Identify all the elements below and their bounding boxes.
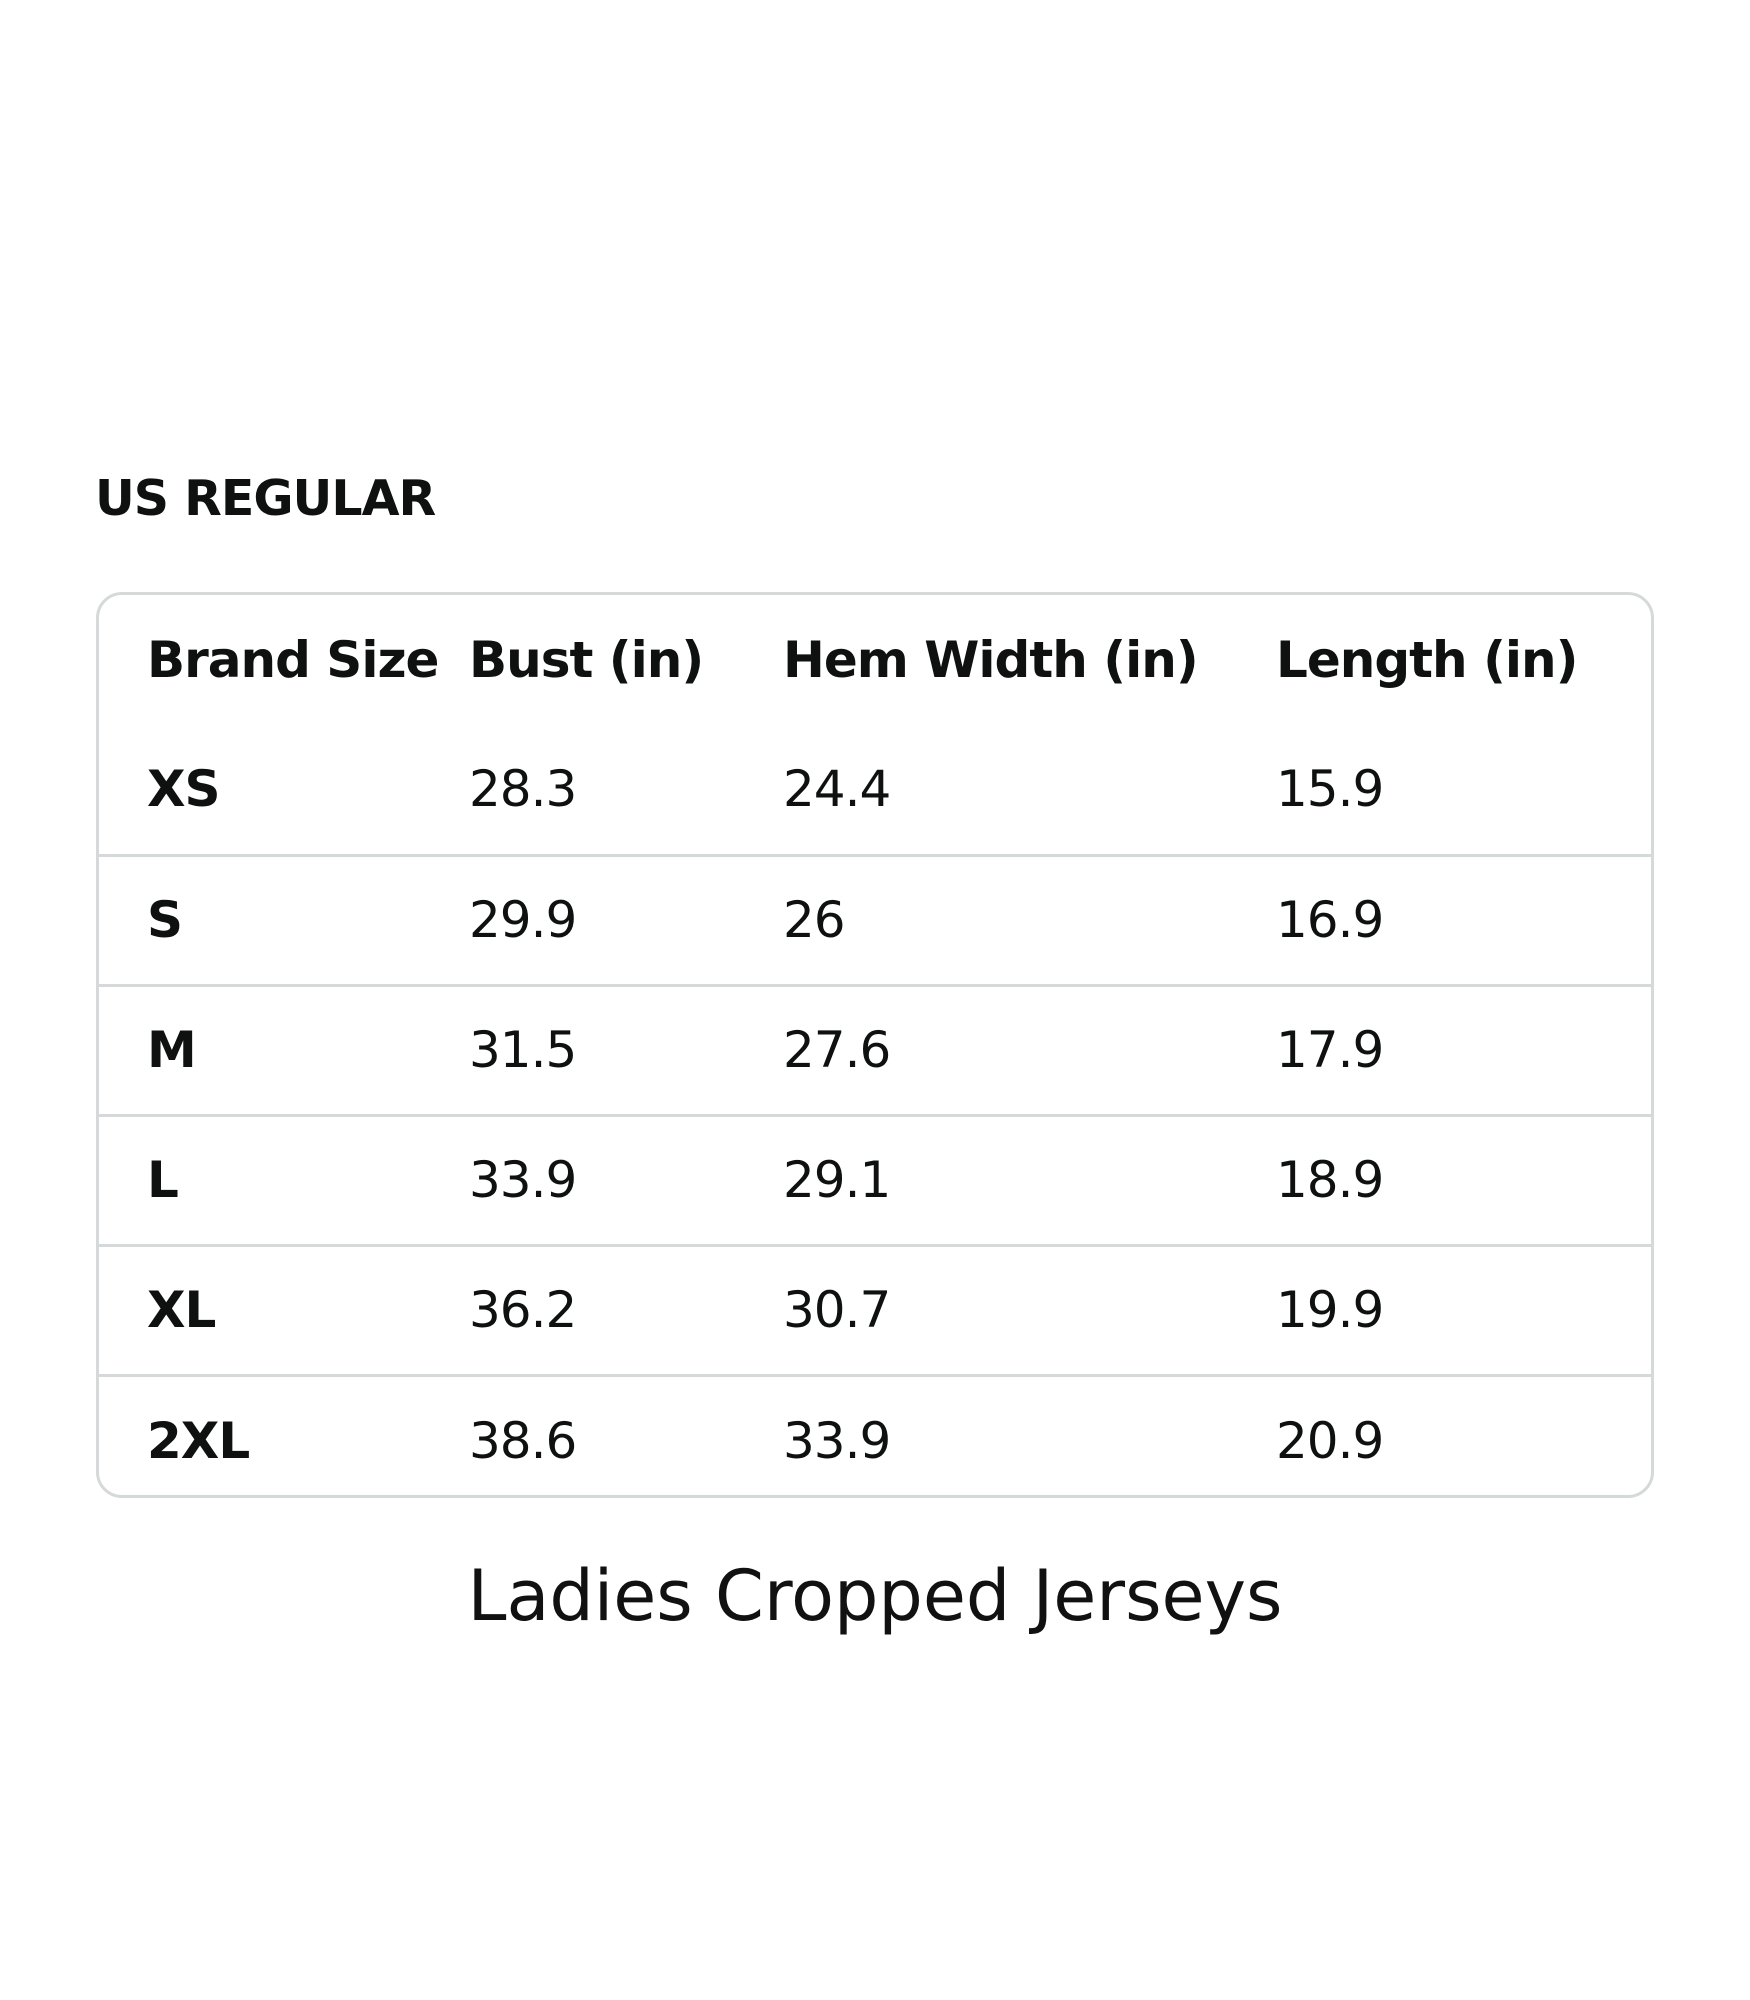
cell-hem-width: 33.9 <box>783 1373 1276 1495</box>
section-title: US REGULAR <box>95 470 436 527</box>
cell-length: 16.9 <box>1276 853 1651 985</box>
cell-bust: 28.3 <box>469 760 577 819</box>
cell-hem-width: 24.4 <box>783 760 891 819</box>
cell-hem-width: 26 <box>783 853 1276 985</box>
cell-bust: 29.9 <box>469 853 783 985</box>
table-row: 2XL 38.6 33.9 20.9 <box>99 1373 1651 1495</box>
cell-brand-size: 2XL <box>99 1373 469 1495</box>
column-header-hem-width: Hem Width (in) <box>783 631 1199 689</box>
cell-hem-width: 30.7 <box>783 1243 1276 1375</box>
table-row: M 31.5 27.6 17.9 <box>99 983 1651 1115</box>
cell-length: 20.9 <box>1276 1373 1651 1495</box>
cell-brand-size: S <box>99 853 469 985</box>
table-row: XS 28.3 24.4 15.9 <box>99 725 1651 855</box>
column-header-length: Length (in) <box>1276 631 1579 689</box>
cell-length: 18.9 <box>1276 1113 1651 1245</box>
cell-length: 19.9 <box>1276 1243 1651 1375</box>
cell-brand-size: XS <box>147 760 221 819</box>
cell-brand-size: XL <box>99 1243 469 1375</box>
cell-bust: 33.9 <box>469 1113 783 1245</box>
cell-length: 17.9 <box>1276 983 1651 1115</box>
column-header-bust: Bust (in) <box>469 631 704 689</box>
size-chart-table: Brand Size Bust (in) Hem Width (in) Leng… <box>96 592 1654 1498</box>
cell-hem-width: 27.6 <box>783 983 1276 1115</box>
table-row: S 29.9 26 16.9 <box>99 853 1651 985</box>
table-header-row: Brand Size Bust (in) Hem Width (in) Leng… <box>99 595 1651 725</box>
cell-bust: 31.5 <box>469 983 783 1115</box>
caption: Ladies Cropped Jerseys <box>467 1555 1283 1637</box>
cell-brand-size: M <box>99 983 469 1115</box>
cell-bust: 36.2 <box>469 1243 783 1375</box>
column-header-brand-size: Brand Size <box>147 631 439 689</box>
table-row: L 33.9 29.1 18.9 <box>99 1113 1651 1245</box>
cell-hem-width: 29.1 <box>783 1113 1276 1245</box>
cell-bust: 38.6 <box>469 1373 783 1495</box>
cell-brand-size: L <box>99 1113 469 1245</box>
table-row: XL 36.2 30.7 19.9 <box>99 1243 1651 1375</box>
cell-length: 15.9 <box>1276 760 1384 819</box>
